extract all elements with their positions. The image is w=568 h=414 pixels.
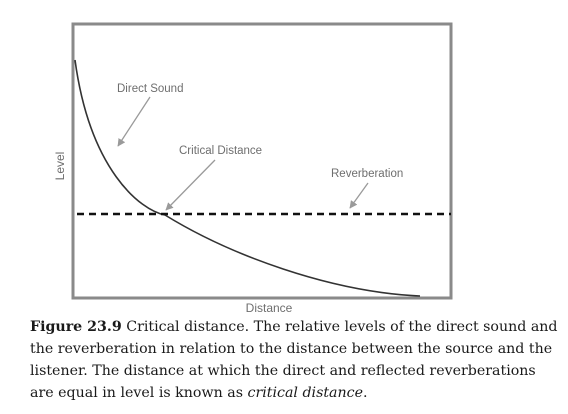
reverberation-label: Reverberation — [331, 168, 403, 180]
caption-emphasis: critical distance — [247, 385, 364, 401]
direct-sound-label: Direct Sound — [117, 83, 183, 95]
caption-body: Critical distance. The relative levels o… — [30, 319, 558, 401]
reverberation-arrow — [349, 182, 369, 209]
x-axis-label: Distance — [246, 301, 293, 312]
critical-distance-label: Critical Distance — [179, 145, 262, 157]
caption-end: . — [363, 385, 368, 401]
critical-distance-diagram: Direct Sound Critical Distance Reverbera… — [53, 22, 453, 312]
direct-sound-arrow — [117, 96, 151, 147]
y-axis-label: Level — [53, 152, 67, 181]
critical-distance-arrow — [165, 159, 216, 211]
figure-number: Figure 23.9 — [30, 319, 122, 335]
plot-frame — [71, 22, 453, 300]
figure-caption: Figure 23.9 Critical distance. The relat… — [30, 316, 560, 404]
